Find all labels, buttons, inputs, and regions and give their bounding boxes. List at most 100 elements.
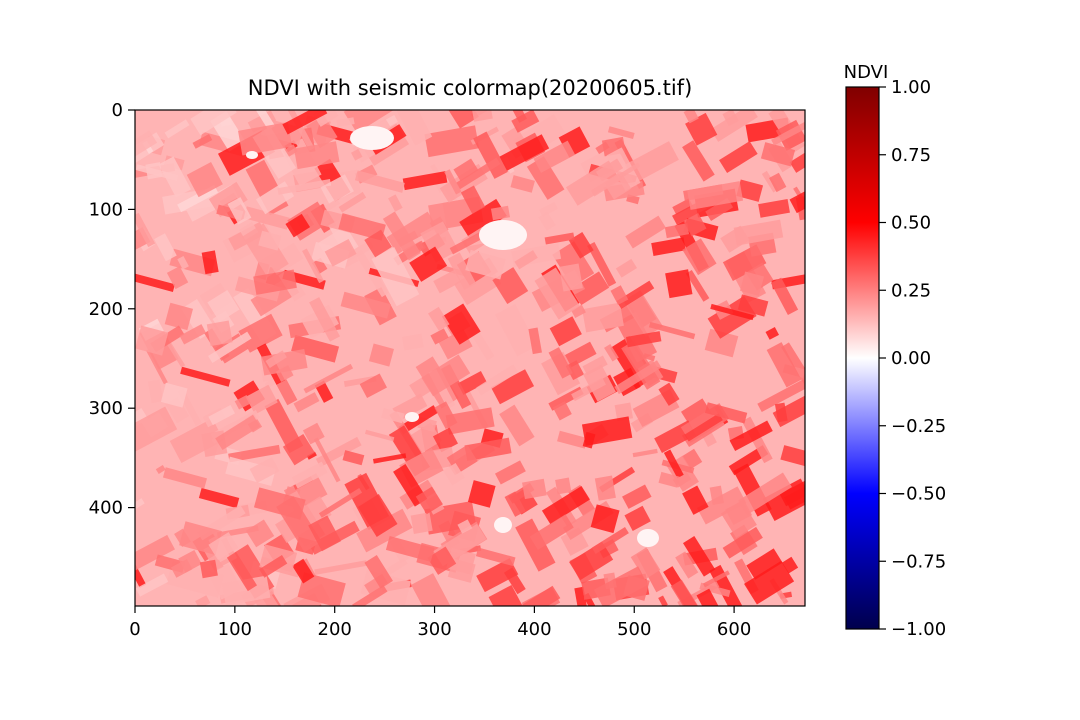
field-patch [571, 271, 610, 306]
field-patch [594, 475, 616, 501]
field-patch [471, 110, 493, 122]
field-patch [359, 373, 387, 399]
field-patch [781, 556, 799, 574]
field-patch [186, 161, 223, 198]
field-patch [239, 221, 259, 240]
field-patch [780, 445, 805, 469]
field-patch [135, 325, 169, 356]
field-patch [781, 342, 805, 392]
field-patch [658, 382, 680, 406]
field-patch [282, 433, 315, 466]
field-patch [306, 115, 338, 149]
field-patch [457, 519, 473, 534]
field-patch [687, 181, 744, 210]
field-patch [179, 324, 207, 345]
field-patch [651, 237, 686, 256]
field-patch [460, 185, 486, 214]
field-patch [433, 269, 462, 294]
field-patch [658, 595, 668, 606]
y-axis: 0 100 200 300 400 [89, 100, 135, 519]
bare-patch [494, 517, 512, 533]
field-patch [518, 585, 561, 606]
field-patch [364, 555, 393, 589]
field-patch [434, 401, 458, 429]
field-patch [789, 152, 805, 173]
field-patch [164, 119, 190, 139]
field-patch [135, 534, 175, 575]
field-patch [557, 430, 588, 449]
field-patch [313, 437, 341, 483]
field-patch [771, 121, 805, 146]
field-patch [738, 472, 792, 515]
field-patch [364, 429, 395, 442]
field-patch [242, 223, 289, 278]
field-patch [457, 371, 487, 395]
field-patch [238, 122, 293, 156]
field-patch [226, 551, 258, 592]
field-patch [312, 257, 328, 275]
field-patch [682, 536, 716, 577]
field-patch [206, 320, 233, 347]
field-patch [410, 422, 442, 454]
field-patch [306, 451, 317, 460]
field-patch [610, 285, 629, 305]
field-patch [605, 175, 632, 200]
field-patch [467, 480, 496, 508]
field-patch [719, 141, 758, 174]
field-patch [135, 564, 147, 588]
field-patch [145, 162, 163, 180]
field-patch [245, 384, 278, 415]
field-patch [590, 173, 622, 197]
field-patch [624, 505, 651, 531]
field-patch [135, 573, 169, 597]
field-patch [297, 572, 346, 606]
bare-patch [637, 529, 659, 547]
field-patch [411, 573, 456, 606]
field-patch [675, 551, 699, 579]
field-patch [606, 147, 641, 191]
field-patch [587, 241, 617, 287]
field-patch [227, 197, 252, 225]
field-patch [571, 304, 586, 319]
field-patch [443, 462, 465, 486]
field-patch [770, 277, 799, 316]
field-patch [444, 169, 462, 195]
field-patch [162, 467, 207, 489]
bare-patch [350, 126, 394, 150]
field-patch [492, 267, 529, 305]
field-patch [164, 302, 194, 331]
field-patch [388, 194, 403, 212]
field-patch [665, 269, 693, 299]
field-patch [264, 398, 304, 454]
field-patch [190, 110, 237, 136]
field-patch [590, 504, 620, 534]
field-patch [696, 486, 747, 525]
colorbar-tick-label: −0.75 [891, 551, 946, 572]
field-patch [249, 457, 280, 484]
field-patch [685, 270, 710, 302]
field-patch [722, 526, 763, 559]
field-patch [615, 258, 638, 278]
field-patch [192, 134, 213, 149]
field-patch [135, 212, 156, 248]
field-patch [302, 248, 324, 284]
field-patch [533, 140, 576, 173]
field-patch [265, 350, 287, 368]
field-patch [293, 141, 340, 170]
field-patch [565, 360, 585, 381]
field-patch [421, 354, 471, 397]
field-patch [569, 541, 614, 581]
field-patch [336, 117, 355, 128]
field-patch [746, 548, 783, 580]
field-patch [199, 559, 218, 579]
field-patch [648, 321, 696, 340]
field-patch [682, 140, 715, 182]
field-patch [526, 156, 565, 200]
field-patch [741, 416, 773, 464]
field-patch [169, 248, 216, 277]
field-patch [643, 353, 656, 362]
field-patch [243, 206, 290, 230]
field-patch [455, 157, 501, 190]
field-patch [292, 558, 315, 584]
field-patch [253, 487, 306, 520]
